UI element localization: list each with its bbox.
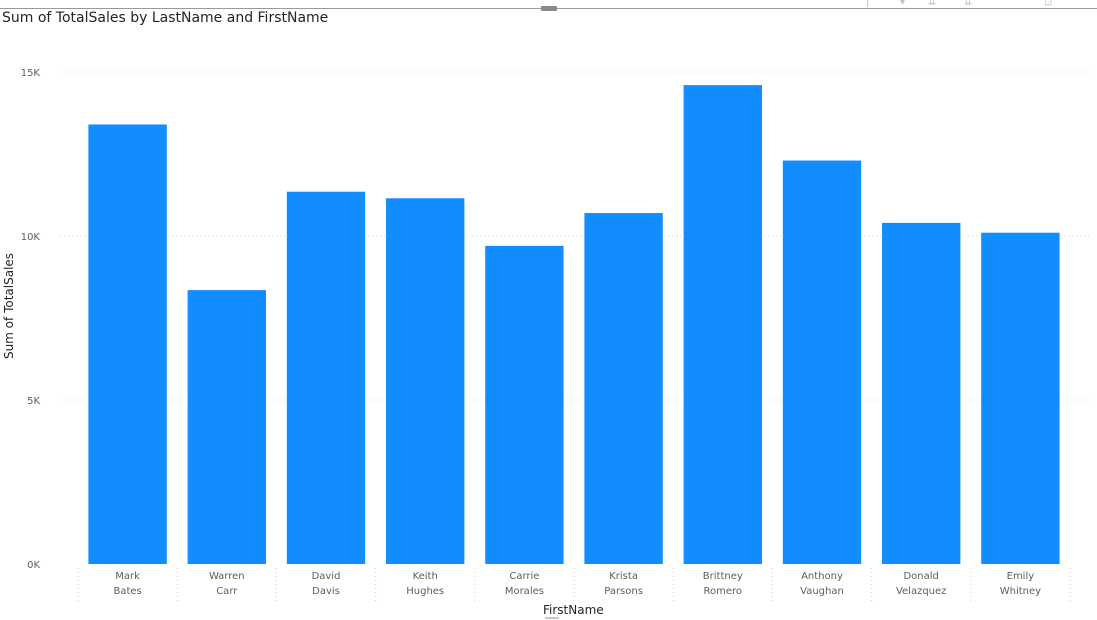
bar [584,213,663,565]
x-tick-label-last: Bates [113,586,141,597]
bar [386,198,465,564]
focus-mode-icon[interactable]: ⊡ [1044,0,1053,8]
x-axis-title-scroll [545,617,559,619]
bar [782,160,862,564]
bar [485,245,564,564]
expand-down-icon[interactable]: ⇊ [928,0,937,8]
x-axis-title: FirstName [543,603,604,617]
x-tick-label-first: Carrie [509,571,539,582]
x-tick-label-first: Keith [413,571,438,582]
x-tick-label-last: Hughes [406,586,444,597]
x-tick-label-last: Whitney [1000,586,1041,597]
y-axis-title-wrap: Sum of TotalSales [2,252,16,360]
y-tick-label: 5K [27,396,40,407]
bar [683,85,762,565]
x-tick-label-first: Anthony [801,571,843,582]
x-tick-label-first: David [312,571,341,582]
x-tick-label-first: Krista [609,571,638,582]
x-tick-label-last: Vaughan [800,586,844,597]
y-tick-label: 10K [21,232,41,243]
x-tick-label-last: Davis [312,586,340,597]
x-tick-label-first: Donald [903,571,938,582]
bar [981,232,1060,564]
bar [88,124,167,564]
y-axis-title: Sum of TotalSales [2,252,16,360]
filter-icon[interactable]: ▾ [900,0,906,8]
x-tick-label-first: Mark [115,571,140,582]
x-tick-label-first: Brittney [703,571,743,582]
bar [882,222,961,564]
drill-icon[interactable]: ⇊ [964,0,973,8]
x-tick-label-first: Emily [1007,571,1035,582]
x-tick-label-last: Carr [216,586,238,597]
pin-icon[interactable]: ǀ [866,0,869,8]
x-tick-label-last: Velazquez [896,586,946,597]
x-tick-label-last: Romero [704,586,743,597]
x-tick-label-last: Morales [505,586,544,597]
chart-title: Sum of TotalSales by LastName and FirstN… [2,10,329,26]
y-tick-label: 15K [21,68,41,79]
visual-resize-grip[interactable] [541,6,557,11]
x-tick-label-last: Parsons [604,586,643,597]
x-tick-label-first: Warren [209,571,245,582]
visual-header-icons: ǀ ▾ ⇊ ⇊ ⊡ [0,0,1097,8]
y-tick-label: 0K [27,560,40,571]
bar [187,290,266,564]
bar [286,191,366,564]
